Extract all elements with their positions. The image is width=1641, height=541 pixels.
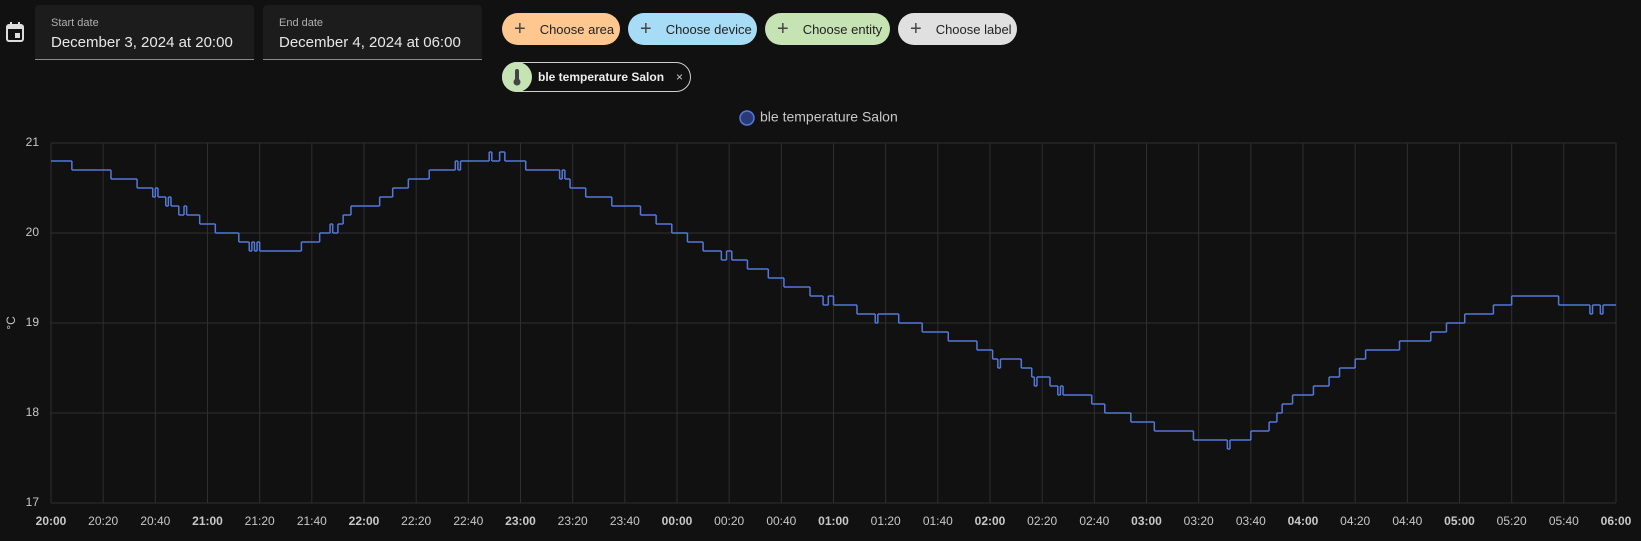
y-tick-label: 17 [26, 495, 40, 509]
y-tick-label: 21 [26, 135, 40, 149]
x-tick-label: 23:00 [505, 514, 536, 528]
calendar-icon[interactable] [4, 21, 26, 45]
end-date-field[interactable]: End date December 4, 2024 at 06:00 [263, 5, 482, 60]
x-tick-label: 05:20 [1497, 514, 1527, 528]
x-tick-label: 00:40 [766, 514, 796, 528]
x-tick-label: 02:20 [1027, 514, 1057, 528]
thermometer-icon [502, 62, 532, 92]
x-tick-label: 06:00 [1601, 514, 1632, 528]
x-tick-label: 00:20 [714, 514, 744, 528]
x-tick-label: 03:00 [1131, 514, 1162, 528]
plus-icon: + [640, 17, 652, 40]
x-tick-label: 04:00 [1288, 514, 1319, 528]
x-tick-label: 00:00 [662, 514, 693, 528]
y-tick-label: 20 [26, 225, 40, 239]
field-value: December 4, 2024 at 06:00 [279, 34, 461, 51]
chip[interactable]: + Choose area [502, 13, 620, 45]
x-tick-label: 02:40 [1079, 514, 1109, 528]
x-tick-label: 23:20 [558, 514, 588, 528]
start-date-field[interactable]: Start date December 3, 2024 at 20:00 [35, 5, 254, 60]
x-tick-label: 22:00 [349, 514, 380, 528]
chip[interactable]: + Choose label [898, 13, 1017, 45]
x-tick-label: 04:40 [1392, 514, 1422, 528]
x-tick-label: 23:40 [610, 514, 640, 528]
chip-label: ble temperature Salon [538, 70, 665, 84]
x-tick-label: 02:00 [975, 514, 1006, 528]
chip[interactable]: + Choose entity [765, 13, 890, 45]
chip-label: Choose entity [802, 21, 883, 37]
plus-icon: + [910, 17, 922, 40]
chip-label: Choose area [539, 21, 615, 37]
x-tick-label: 21:00 [192, 514, 223, 528]
x-tick-label: 05:00 [1444, 514, 1475, 528]
y-axis-label: °C [4, 316, 18, 330]
x-tick-label: 03:20 [1184, 514, 1214, 528]
remove-button[interactable]: × [676, 70, 684, 84]
chip[interactable]: + Choose device [628, 13, 757, 45]
chip-label: Choose label [935, 21, 1012, 37]
x-tick-label: 22:40 [453, 514, 483, 528]
field-label: End date [279, 17, 324, 29]
x-tick-label: 01:40 [923, 514, 953, 528]
selected-entity-chip[interactable]: ble temperature Salon × [502, 62, 691, 92]
y-tick-label: 18 [26, 405, 40, 419]
x-tick-label: 20:20 [88, 514, 118, 528]
x-tick-label: 22:20 [401, 514, 431, 528]
x-tick-label: 01:00 [818, 514, 849, 528]
y-tick-label: 19 [26, 315, 40, 329]
field-label: Start date [51, 17, 99, 29]
plus-icon: + [777, 17, 789, 40]
x-tick-label: 20:40 [140, 514, 170, 528]
x-tick-label: 20:00 [36, 514, 67, 528]
x-tick-label: 01:20 [871, 514, 901, 528]
x-tick-label: 05:40 [1549, 514, 1579, 528]
chip-label: Choose device [665, 21, 752, 37]
x-tick-label: 03:40 [1236, 514, 1266, 528]
legend-marker [739, 110, 755, 126]
thermometer [513, 69, 521, 86]
x-tick-label: 04:20 [1340, 514, 1370, 528]
x-tick-label: 21:40 [297, 514, 327, 528]
plus-icon: + [514, 17, 526, 40]
field-value: December 3, 2024 at 20:00 [51, 34, 233, 51]
legend-label: ble temperature Salon [760, 109, 898, 125]
x-tick-label: 21:20 [245, 514, 275, 528]
series [51, 151, 1616, 450]
